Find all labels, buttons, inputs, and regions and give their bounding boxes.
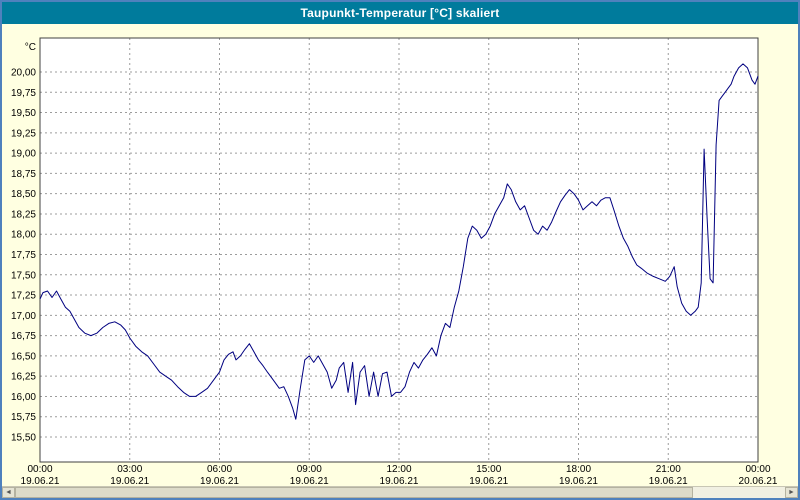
- svg-text:°C: °C: [25, 42, 36, 53]
- svg-text:19.06.21: 19.06.21: [380, 476, 419, 486]
- title-bar: Taupunkt-Temperatur [°C] skaliert: [2, 2, 798, 24]
- scrollbar-thumb[interactable]: [15, 487, 693, 498]
- svg-text:19,75: 19,75: [11, 88, 36, 99]
- svg-text:16,50: 16,50: [11, 351, 36, 362]
- svg-text:19.06.21: 19.06.21: [559, 476, 598, 486]
- svg-text:18,00: 18,00: [11, 230, 36, 241]
- svg-text:19,50: 19,50: [11, 108, 36, 119]
- horizontal-scrollbar[interactable]: ◄ ►: [2, 486, 798, 498]
- svg-text:18,75: 18,75: [11, 169, 36, 180]
- svg-text:00:00: 00:00: [745, 464, 770, 475]
- svg-text:06:00: 06:00: [207, 464, 232, 475]
- svg-text:17,25: 17,25: [11, 291, 36, 302]
- svg-text:19.06.21: 19.06.21: [649, 476, 688, 486]
- svg-text:19.06.21: 19.06.21: [21, 476, 60, 486]
- svg-text:17,50: 17,50: [11, 270, 36, 281]
- svg-text:20.06.21: 20.06.21: [739, 476, 778, 486]
- svg-text:17,00: 17,00: [11, 311, 36, 322]
- svg-text:09:00: 09:00: [297, 464, 322, 475]
- scroll-right-button[interactable]: ►: [785, 487, 798, 498]
- svg-text:17,75: 17,75: [11, 250, 36, 261]
- svg-text:19.06.21: 19.06.21: [200, 476, 239, 486]
- svg-text:21:00: 21:00: [656, 464, 681, 475]
- svg-text:16,25: 16,25: [11, 372, 36, 383]
- svg-text:15,50: 15,50: [11, 433, 36, 444]
- svg-text:00:00: 00:00: [27, 464, 52, 475]
- svg-text:19,00: 19,00: [11, 149, 36, 160]
- scroll-left-icon: ◄: [5, 489, 12, 496]
- svg-text:15,75: 15,75: [11, 412, 36, 423]
- scroll-right-icon: ►: [788, 489, 795, 496]
- svg-text:03:00: 03:00: [117, 464, 142, 475]
- svg-text:19.06.21: 19.06.21: [290, 476, 329, 486]
- svg-text:12:00: 12:00: [386, 464, 411, 475]
- window-title: Taupunkt-Temperatur [°C] skaliert: [300, 6, 500, 20]
- svg-text:18,25: 18,25: [11, 209, 36, 220]
- svg-text:20,00: 20,00: [11, 68, 36, 79]
- svg-text:16,00: 16,00: [11, 392, 36, 403]
- svg-text:18:00: 18:00: [566, 464, 591, 475]
- svg-text:19.06.21: 19.06.21: [110, 476, 149, 486]
- svg-text:18,50: 18,50: [11, 189, 36, 200]
- scroll-left-button[interactable]: ◄: [2, 487, 15, 498]
- svg-text:19.06.21: 19.06.21: [469, 476, 508, 486]
- svg-text:19,25: 19,25: [11, 128, 36, 139]
- svg-text:15:00: 15:00: [476, 464, 501, 475]
- dewpoint-line-chart: 20,00 19,75 19,50 19,25 19,00 18,75 18,50 18,25…: [11, 37, 778, 486]
- scrollbar-track[interactable]: [15, 487, 785, 498]
- chart-area: 20,00 19,75 19,50 19,25 19,00 18,75 18,50 18,25…: [2, 24, 798, 486]
- svg-text:16,75: 16,75: [11, 331, 36, 342]
